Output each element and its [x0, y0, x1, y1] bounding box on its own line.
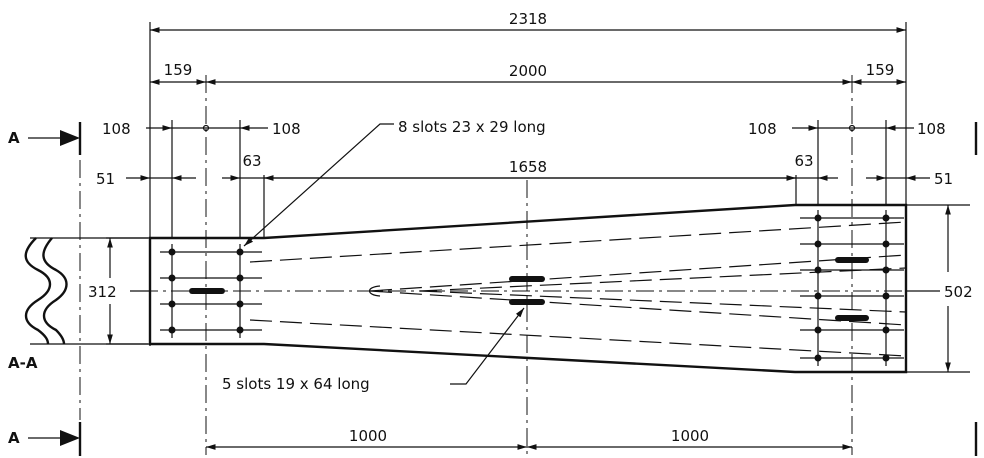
dim-right-height-label: 502 — [944, 283, 973, 301]
hole — [882, 354, 890, 362]
dim-edge-left-label: 51 — [96, 170, 115, 188]
hole — [168, 274, 176, 282]
dim-left-end-label: 159 — [164, 61, 193, 79]
hole — [814, 240, 822, 248]
dim-edge-right-label: 51 — [934, 170, 953, 188]
hole — [168, 248, 176, 256]
hole — [168, 300, 176, 308]
dim-left-height-label: 312 — [88, 283, 117, 301]
dim-taper-length-label: 1658 — [509, 158, 547, 176]
dim-right-end-label: 159 — [866, 61, 895, 79]
left-holes — [168, 248, 244, 334]
hole — [236, 248, 244, 256]
hole — [882, 214, 890, 222]
dim-center-span-label: 2000 — [509, 62, 547, 80]
callout-long-slots: 5 slots 19 x 64 long — [222, 307, 525, 393]
hole — [236, 326, 244, 334]
dim-hole-left-a-label: 108 — [102, 120, 131, 138]
dim-row-108: 108 108 108 108 — [102, 120, 946, 138]
section-profile: A-A — [8, 237, 148, 372]
hole — [236, 300, 244, 308]
right-holes — [814, 214, 890, 362]
hole — [882, 266, 890, 274]
section-marker-top: A — [8, 122, 82, 155]
callout-small-slots: 8 slots 23 x 29 long — [243, 118, 546, 247]
hole — [814, 266, 822, 274]
left-hole-grid — [160, 244, 262, 338]
dim-left-height: 312 — [88, 238, 150, 344]
dim-bottom-left-label: 1000 — [349, 427, 387, 445]
dim-hole-left-b-label: 108 — [272, 120, 301, 138]
dim-row-1658: 51 63 1658 63 51 — [96, 152, 953, 188]
hole — [882, 240, 890, 248]
section-marker-bottom: A — [8, 422, 82, 456]
long-slots — [189, 257, 869, 321]
section-label: A-A — [8, 354, 38, 372]
hole — [882, 326, 890, 334]
hole — [814, 326, 822, 334]
dim-bottom: 1000 1000 — [206, 427, 852, 450]
hole — [882, 292, 890, 300]
reference-lines — [106, 22, 970, 455]
dim-overall: 2318 — [150, 10, 906, 33]
hole — [814, 354, 822, 362]
taper-dashed-lines — [249, 221, 907, 357]
section-marker-top-label: A — [8, 129, 20, 147]
dim-offset-right-label: 63 — [794, 152, 813, 170]
hole — [814, 292, 822, 300]
dim-row-2000: 159 2000 159 — [150, 61, 906, 85]
callout-small-slots-label: 8 slots 23 x 29 long — [398, 118, 546, 136]
hole — [236, 274, 244, 282]
hole — [168, 326, 176, 334]
dim-bottom-right-label: 1000 — [671, 427, 709, 445]
section-marker-bottom-label: A — [8, 429, 20, 447]
dim-hole-right-a-label: 108 — [748, 120, 777, 138]
hole — [814, 214, 822, 222]
dim-right-height: 502 — [906, 205, 973, 372]
dim-hole-right-b-label: 108 — [917, 120, 946, 138]
dim-overall-label: 2318 — [509, 10, 547, 28]
dim-offset-left-label: 63 — [242, 152, 261, 170]
callout-long-slots-label: 5 slots 19 x 64 long — [222, 375, 370, 393]
